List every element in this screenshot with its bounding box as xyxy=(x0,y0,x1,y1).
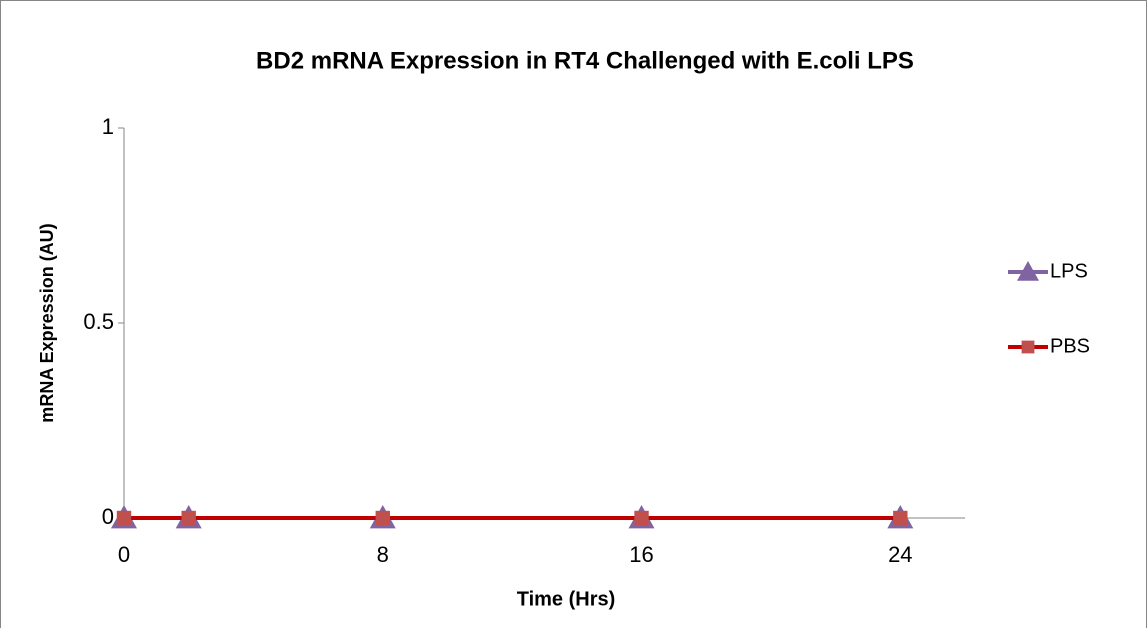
legend-marker xyxy=(1021,340,1035,354)
marker xyxy=(375,510,390,526)
marker xyxy=(116,510,132,526)
legend-marker xyxy=(1017,261,1039,281)
marker xyxy=(181,510,196,526)
x-tick-label: 24 xyxy=(888,542,912,567)
marker xyxy=(634,510,649,526)
y-tick-label: 0 xyxy=(102,504,114,529)
y-tick-label: 0.5 xyxy=(83,309,114,334)
x-tick-label: 16 xyxy=(629,542,653,567)
marker xyxy=(893,510,908,526)
x-tick-label: 8 xyxy=(377,542,389,567)
y-tick-label: 1 xyxy=(102,114,114,139)
legend-label: LPS xyxy=(1050,260,1088,282)
chart-title: BD2 mRNA Expression in RT4 Challenged wi… xyxy=(256,47,914,74)
legend-label: PBS xyxy=(1050,335,1090,357)
x-tick-label: 0 xyxy=(118,542,130,567)
x-axis-label: Time (Hrs) xyxy=(517,588,616,610)
y-axis-label: mRNA Expression (AU) xyxy=(37,223,57,422)
